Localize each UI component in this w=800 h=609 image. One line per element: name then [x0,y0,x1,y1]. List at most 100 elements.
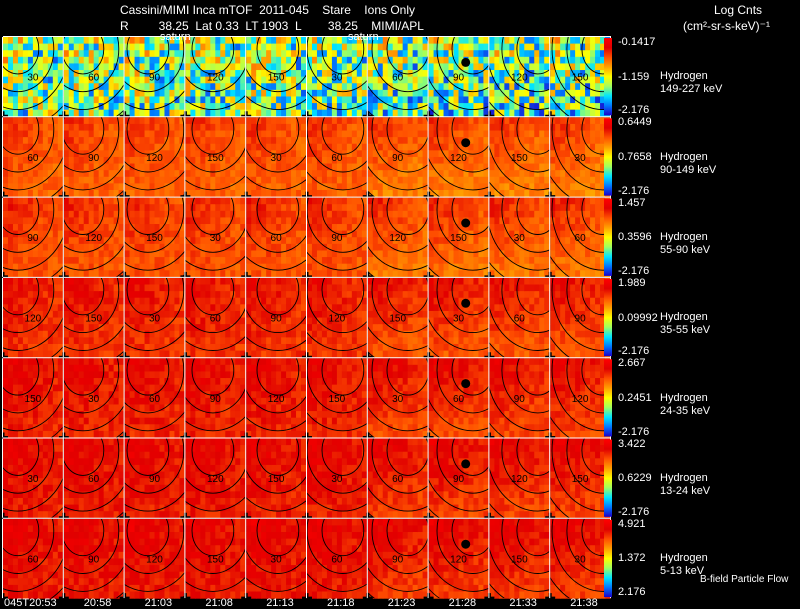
energy-panel-1: 60 90 120 150 30 60 90 120 150 30 [0,116,612,202]
contour-line [428,77,489,111]
contour-label: 60 [392,474,404,485]
contour-line [581,37,611,75]
contour-line [516,37,550,75]
contour-line [489,306,550,351]
contour-line [246,67,306,93]
energy-label: 24-35 keV [660,404,711,417]
heatmap-cell: 90 [362,117,429,202]
colorbar [604,278,612,357]
contour-line [126,358,170,396]
time-tick-label: 21:38 [570,597,598,609]
contour-line [581,438,611,476]
contour-line [63,244,124,271]
energy-panel-0: 30 60 90 120 150 30 60 90 120 150 [0,36,612,122]
contour-line [3,477,63,512]
contour-line [246,308,306,334]
colorbar-max: 2.667 [618,357,646,370]
contour-line [3,37,40,75]
panel-label: Hydrogen 13-24 keV [660,472,710,498]
saturn-marker [461,379,471,389]
contour-line [126,197,170,235]
contour-label: 30 [27,73,39,84]
contour-line [3,358,40,396]
contour-line [246,256,306,271]
contour-line [566,518,611,574]
contour-label: 120 [329,314,346,325]
contour-label: 60 [88,474,100,485]
heatmap-cell: 90 [423,438,489,523]
energy-label: 5-13 keV [660,565,705,578]
contour-line [566,358,611,414]
contour-line [124,491,185,512]
contour-line [566,277,611,334]
contour-label: 150 [511,554,528,565]
contour-label: 90 [271,314,283,325]
contour-line [307,91,367,111]
heatmap-cell: 120 [302,277,368,363]
heatmap-cell: 60 [362,438,429,523]
contour-line [516,438,550,476]
saturn-marker [461,298,471,308]
panel-label: Hydrogen 35-55 keV [660,311,710,337]
time-tick-label: 21:03 [144,597,173,609]
colorbar-mid: 1.372 [618,552,646,565]
contour-line [3,236,63,271]
contour-line [551,197,611,271]
contour-line [501,197,550,253]
contour-line [185,387,246,414]
contour-line [371,518,428,574]
contour-label: 150 [207,554,224,565]
contour-label: 90 [392,153,404,164]
panel-label: Hydrogen 55-90 keV [660,231,710,257]
contour-line [489,65,550,111]
heatmap-cell: 60 [362,37,429,122]
heatmap-cell: 30 [362,358,429,443]
species-label: Hydrogen [660,311,708,324]
saturn-label-2: saturn [348,31,379,43]
contour-line [581,117,611,155]
time-tick-label: 21:33 [509,597,537,609]
contour-line [63,518,120,574]
heatmap-cell: 30 [545,518,611,604]
contour-line [124,358,185,414]
colorbar [604,439,612,517]
contour-label: 90 [392,554,404,565]
contour-line [367,245,428,271]
contour-label: 150 [572,73,589,84]
heatmap-cell: 60 [545,197,611,282]
contour-line [256,358,300,396]
panel-label: Hydrogen 149-227 keV [660,70,722,96]
contour-label: 90 [27,233,39,244]
colorbar-mid: 0.3596 [618,231,652,244]
contour-line [124,197,185,253]
contour-line [428,318,489,351]
contour-line [386,518,428,557]
contour-line [124,90,185,111]
contour-label: 60 [514,314,526,325]
contour-line [256,37,300,75]
contour-label: 30 [271,554,283,565]
contour-line [124,250,185,271]
contour-label: 30 [210,233,222,244]
contour-line [63,485,124,512]
contour-line [386,277,428,316]
colorbar-mid: 0.09992 [618,311,658,324]
contour-label: 120 [268,394,285,405]
heatmap-cell: 120 [119,518,185,604]
contour-label: 30 [575,153,587,164]
contour-line [386,438,428,476]
contour-label: 60 [575,233,587,244]
units-formula: (cm²-sr-s-keV)⁻¹ [683,19,770,33]
contour-line [367,326,428,351]
colorbar-min: -2.176 [618,345,650,358]
contour-line [321,37,365,75]
contour-line [307,37,367,93]
contour-label: 150 [268,474,285,485]
contour-line [501,37,550,93]
contour-line [451,37,489,75]
colorbar-min: -2.176 [618,104,650,117]
contour-label: 150 [207,153,224,164]
heatmap-cell: 30 [0,37,64,122]
time-tick-label: 21:23 [387,597,416,609]
colorbar-max: -0.1417 [618,36,656,48]
